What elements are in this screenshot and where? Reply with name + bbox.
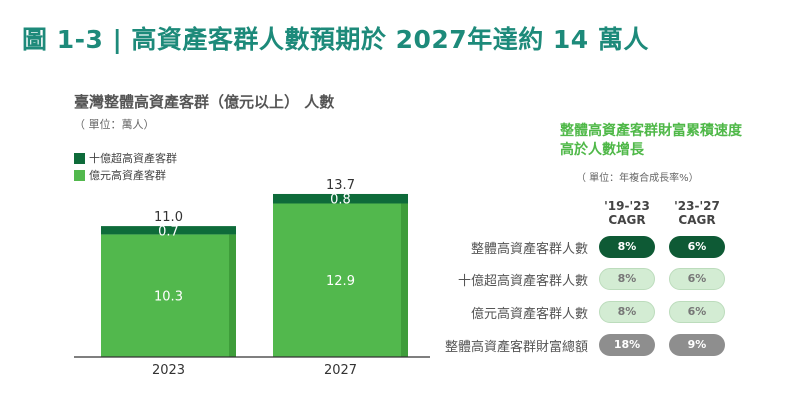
data-label-100m-2023: 10.3 [154,290,183,305]
legend-swatch-dark [74,152,85,164]
pill-100m-count-23-27: 6% [669,301,725,323]
chart-unit: （ 單位：萬人） [74,118,155,131]
column-header-cagr: CAGR [678,213,716,227]
bar-segment-100m-2023 [101,234,236,357]
growth-panel-unit: （ 單位：年複合成長率%） [576,173,699,184]
growth-title-line1: 整體高資產客群財富累積速度 [560,123,742,139]
chart-title: 臺灣整體高資產客群（億元以上） 人數 [74,93,335,111]
legend-item-billion: 十億超高資產客群 [74,150,177,166]
legend-swatch-light [74,169,85,181]
pill-total-count-23-27: 6% [669,236,725,258]
row-label-total-count: 整體高資產客群人數 [470,242,588,257]
bar-segment-billion-2023 [101,226,236,235]
row-label-total-wealth: 整體高資產客群財富總額 [444,340,588,355]
bars-group: 10.3 0.711.0 2023 12.9 0.813.7 2027 [101,178,408,378]
total-label-2023: 11.0 [154,210,183,225]
pill-100m-count-19-23: 8% [599,301,655,323]
legend-item-100m: 億元高資產客群 [74,167,166,183]
row-label-billion-count: 十億超高資產客群人數 [457,274,588,289]
column-header-23-27: '23-'27 CAGR [662,199,732,227]
column-header-period: '23-'27 [674,199,720,213]
column-header-19-23: '19-'23 CAGR [592,199,662,227]
data-label-billion-2023: 0.7 [158,224,179,239]
bar-shadow-100m-2023 [229,234,236,357]
pill-total-wealth-19-23: 18% [599,334,655,356]
legend-label-billion: 十億超高資產客群 [89,152,177,165]
pill-total-wealth-23-27: 9% [669,334,725,356]
pill-billion-count-23-27: 6% [669,268,725,290]
x-tick-label-2023: 2023 [152,363,185,378]
growth-title-line2: 高於人數增長 [560,142,644,158]
data-label-billion-2027: 0.8 [330,193,351,208]
pill-total-count-19-23: 8% [599,236,655,258]
bar-shadow-100m-2027 [401,203,408,357]
column-header-period: '19-'23 [604,199,650,213]
x-tick-label-2027: 2027 [324,363,357,378]
pill-billion-count-19-23: 8% [599,268,655,290]
column-header-cagr: CAGR [608,213,646,227]
data-label-100m-2027: 12.9 [326,274,355,289]
growth-panel-title: 整體高資產客群財富累積速度 高於人數增長 [560,122,742,160]
total-label-2027: 13.7 [326,178,355,193]
bar-segment-billion-2027 [273,193,408,204]
row-label-100m-count: 億元高資產客群人數 [470,307,588,322]
legend-label-100m: 億元高資產客群 [89,169,166,182]
page-title: 圖 1-3 | 高資產客群人數預期於 2027年達約 14 萬人 [22,25,649,54]
bar-segment-100m-2027 [273,203,408,357]
